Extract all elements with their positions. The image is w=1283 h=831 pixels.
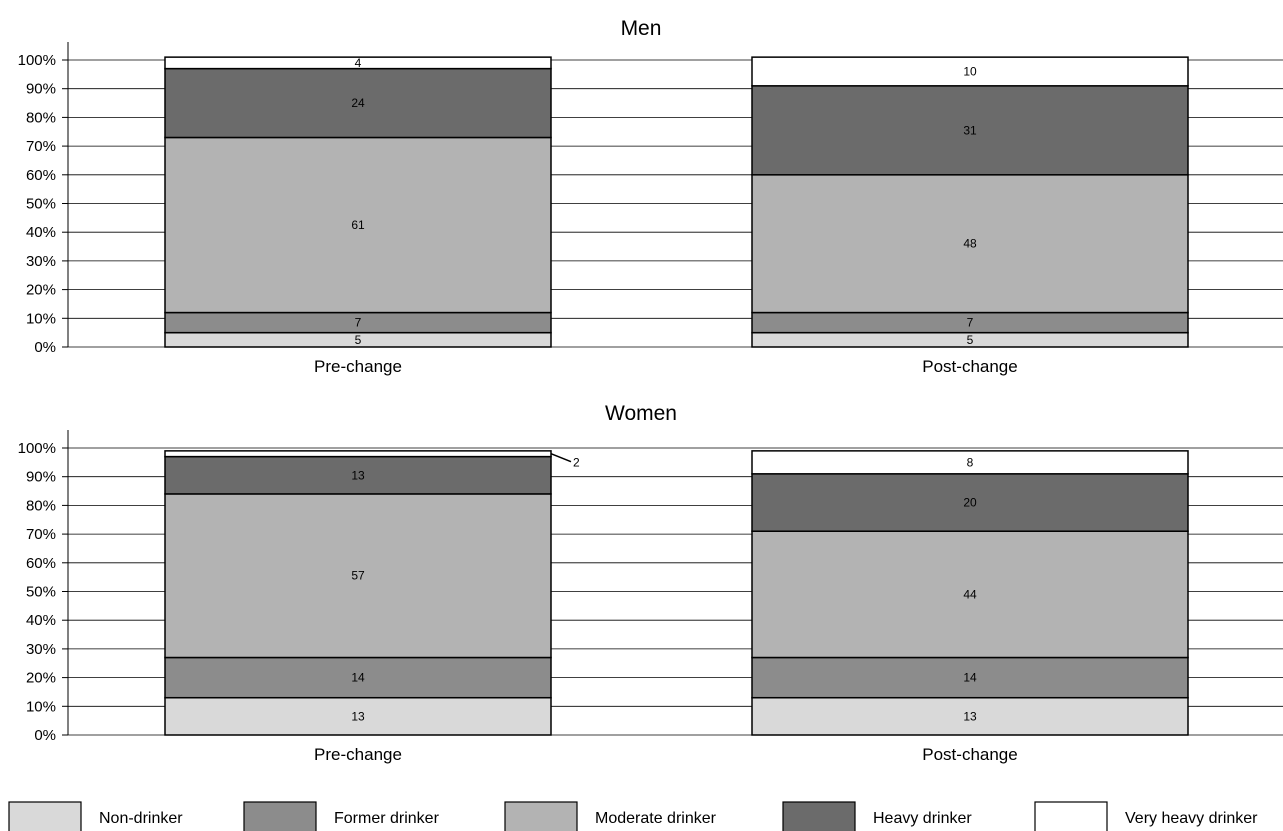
y-tick-label: 20% <box>26 282 56 299</box>
y-tick-label: 30% <box>26 641 56 658</box>
bar-segment-moderate-drinker <box>751 174 1189 314</box>
y-tick-label: 60% <box>26 555 56 572</box>
data-label: 57 <box>351 569 365 583</box>
y-tick-label: 20% <box>26 670 56 687</box>
data-label: 10 <box>963 64 977 78</box>
bar-segment-moderate-drinker <box>164 136 552 314</box>
data-label: 14 <box>963 671 977 685</box>
y-tick-label: 80% <box>26 109 56 126</box>
bar-segment-former-drinker <box>751 656 1189 699</box>
bar-segment-heavy-drinker <box>751 473 1189 532</box>
data-label: 4 <box>355 56 362 70</box>
chart-title: Women <box>605 402 677 425</box>
data-label: 13 <box>963 709 977 723</box>
legend-label: Heavy drinker <box>873 810 972 827</box>
bar-segment-non-drinker <box>751 696 1189 736</box>
legend: Non-drinker Former drinker Moderate drinke… <box>8 801 1258 831</box>
legend-swatch <box>243 801 317 831</box>
data-label: 48 <box>963 237 977 251</box>
y-tick-label: 30% <box>26 253 56 270</box>
y-tick-label: 40% <box>26 612 56 629</box>
data-label: 7 <box>967 316 974 330</box>
bar-segment-moderate-drinker <box>751 530 1189 659</box>
data-label: 5 <box>355 333 362 347</box>
data-label: 2 <box>573 456 580 470</box>
bar-segment-former-drinker <box>164 656 552 699</box>
y-tick-label: 100% <box>18 440 56 457</box>
y-tick-label: 100% <box>18 52 56 69</box>
data-label: 8 <box>967 455 974 469</box>
data-label: 61 <box>351 218 365 232</box>
bar-segment-very-heavy-drinker <box>751 450 1189 475</box>
y-tick-label: 80% <box>26 497 56 514</box>
bar-segment-very-heavy-drinker <box>164 56 552 70</box>
legend-label: Very heavy drinker <box>1125 810 1258 827</box>
y-tick-label: 40% <box>26 224 56 241</box>
category-label: Post-change <box>922 745 1017 764</box>
bar-segment-very-heavy-drinker <box>751 56 1189 87</box>
y-tick-label: 70% <box>26 138 56 155</box>
data-label: 31 <box>963 123 977 137</box>
y-tick-label: 10% <box>26 310 56 327</box>
data-label: 44 <box>963 587 977 601</box>
legend-swatch <box>504 801 578 831</box>
data-label: 13 <box>351 468 365 482</box>
y-tick-label: 70% <box>26 526 56 543</box>
data-label: 7 <box>355 316 362 330</box>
legend-swatch <box>1034 801 1108 831</box>
y-tick-label: 50% <box>26 584 56 601</box>
legend-label: Former drinker <box>334 810 440 827</box>
y-tick-label: 0% <box>34 339 56 356</box>
data-label: 14 <box>351 671 365 685</box>
legend-swatch <box>782 801 856 831</box>
legend-label: Non-drinker <box>99 810 183 827</box>
y-tick-label: 90% <box>26 81 56 98</box>
data-label: 20 <box>963 496 977 510</box>
y-tick-label: 50% <box>26 196 56 213</box>
category-label: Pre-change <box>314 357 402 376</box>
y-tick-label: 10% <box>26 698 56 715</box>
data-label: 24 <box>351 96 365 110</box>
legend-swatch <box>8 801 82 831</box>
bar-segment-very-heavy-drinker <box>164 450 552 458</box>
y-tick-label: 0% <box>34 727 56 744</box>
bar-segment-heavy-drinker <box>751 85 1189 176</box>
leader-line <box>550 453 572 463</box>
bar-segment-moderate-drinker <box>164 493 552 659</box>
legend-label: Moderate drinker <box>595 810 717 827</box>
bar-segment-non-drinker <box>164 696 552 736</box>
category-label: Pre-change <box>314 745 402 764</box>
men-chart: Men 0% 10% 20% 30% 40% 50% 60% 70% 80% 90% 100% 5 7 61… <box>18 17 1283 376</box>
category-label: Post-change <box>922 357 1017 376</box>
data-label: 13 <box>351 709 365 723</box>
data-label: 5 <box>967 333 974 347</box>
y-tick-label: 90% <box>26 469 56 486</box>
bar-segment-heavy-drinker <box>164 67 552 139</box>
women-chart: Women 0% 10% 20% 30% 40% 50% 60% 70% 80% 90% 100% 13… <box>18 402 1283 764</box>
y-tick-label: 60% <box>26 167 56 184</box>
chart-title: Men <box>621 17 662 40</box>
